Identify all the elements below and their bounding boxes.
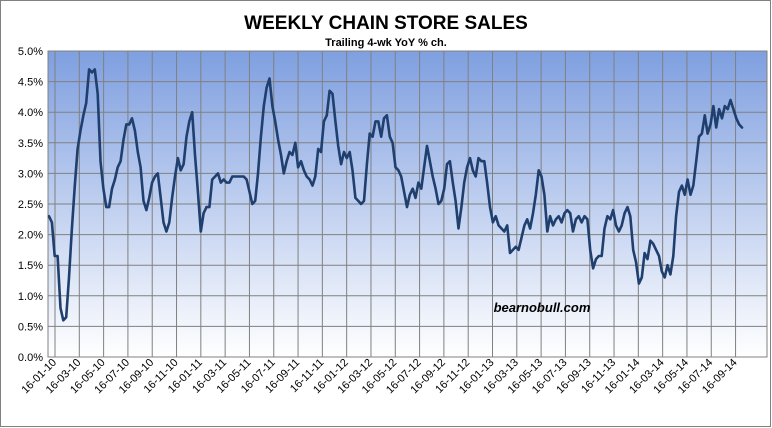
y-tick-label: 2.5% [18, 199, 43, 211]
y-tick-label: 5.0% [18, 46, 43, 58]
y-tick-label: 0.5% [18, 321, 43, 333]
chart-subtitle: Trailing 4-wk YoY % ch. [325, 37, 447, 49]
y-tick-label: 0.0% [18, 352, 43, 364]
y-tick-label: 4.0% [18, 107, 43, 119]
chart-title: WEEKLY CHAIN STORE SALES [244, 13, 528, 34]
y-tick-label: 3.5% [18, 138, 43, 150]
y-tick-label: 3.0% [18, 168, 43, 180]
y-tick-label: 1.0% [18, 291, 43, 303]
watermark-annotation: bearnobull.com [494, 300, 591, 315]
y-tick-label: 2.0% [18, 230, 43, 242]
y-tick-label: 4.5% [18, 77, 43, 89]
series-line [47, 68, 744, 322]
y-tick-label: 1.5% [18, 260, 43, 272]
grid-lines [48, 51, 767, 357]
